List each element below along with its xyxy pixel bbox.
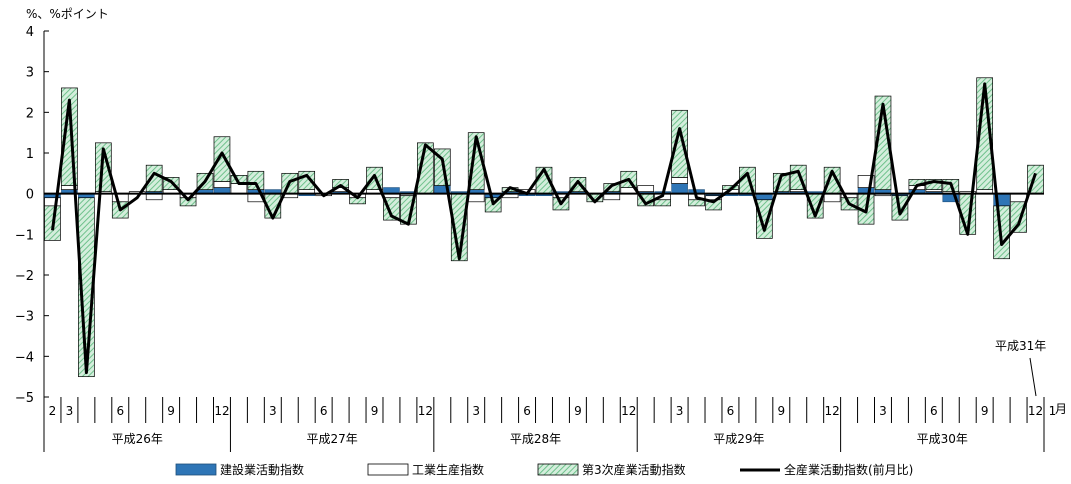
x-month-label: 3: [472, 404, 480, 418]
x-month-label: 6: [320, 404, 328, 418]
bar-tertiary: [332, 179, 349, 188]
x-month-label: 12: [824, 404, 839, 418]
x-month-label: 1: [1049, 404, 1057, 418]
x-year-label: 平成30年: [917, 432, 968, 446]
x-year-label: 平成28年: [510, 432, 561, 446]
x-month-label: 3: [66, 404, 74, 418]
x-month-label: 12: [621, 404, 636, 418]
bar-tertiary: [247, 170, 265, 190]
bar-tertiary: [756, 199, 773, 239]
bar-tertiary: [654, 199, 671, 207]
bar-industrial: [823, 193, 841, 203]
bar-tertiary: [213, 136, 231, 182]
bar-industrial: [230, 183, 248, 195]
bar-tertiary: [688, 199, 705, 207]
legend-label: 建設業活動指数: [220, 462, 304, 477]
bar-tertiary: [705, 199, 722, 211]
total-index-line: [51, 82, 1037, 375]
bar-tertiary: [671, 109, 688, 178]
bar-tertiary: [976, 77, 994, 190]
legend: 建設業活動指数 工業生産指数 第3次産業活動指数 全産業活動指数(前月比): [175, 462, 913, 477]
bar-industrial: [467, 193, 485, 203]
x-month-label: 6: [523, 404, 531, 418]
x-month-label: 6: [116, 404, 124, 418]
y-tick-label: 1: [26, 147, 34, 162]
y-axis: 4 3 2 1 0 −1 −2 −3 −4 −5: [15, 25, 49, 406]
bars: [44, 77, 1044, 378]
x-month-label: 9: [371, 404, 379, 418]
legend-swatch-outline: [367, 463, 409, 476]
x-month-label: 2: [49, 404, 57, 418]
y-tick-label: −3: [15, 310, 34, 325]
annotation-leader-line: [1029, 357, 1037, 397]
y-tick-label: 4: [26, 25, 34, 40]
legend-swatch-solid: [175, 463, 217, 476]
y-tick-label: −2: [15, 269, 34, 284]
x-month-label: 6: [727, 404, 735, 418]
x-month-label: 9: [777, 404, 785, 418]
bar-construction: [671, 183, 688, 194]
x-year-label: 平成29年: [713, 432, 764, 446]
x-month-label: 3: [269, 404, 277, 418]
total-line: [51, 82, 1037, 375]
y-tick-label: 2: [26, 106, 34, 121]
y-tick-label: −1: [15, 228, 34, 243]
x-month-label: 9: [981, 404, 989, 418]
y-tick-label: 0: [26, 188, 34, 203]
bar-industrial: [1010, 193, 1027, 203]
annotation-heisei31: 平成31年: [995, 339, 1046, 353]
bar-industrial: [213, 181, 231, 188]
y-tick-label: 3: [26, 66, 34, 81]
bar-tertiary: [145, 164, 163, 192]
y-tick-label: −4: [15, 350, 34, 365]
x-month-label: 12: [418, 404, 433, 418]
legend-label: 工業生産指数: [412, 462, 484, 477]
x-month-label: 9: [167, 404, 175, 418]
y-unit-label: %、%ポイント: [26, 7, 109, 21]
bar-tertiary: [874, 95, 892, 190]
x-month-label: 12: [1028, 404, 1043, 418]
bar-industrial: [637, 185, 655, 192]
legend-label: 全産業活動指数(前月比): [784, 462, 913, 477]
x-unit-label: 月: [1055, 402, 1067, 416]
x-month-label: 12: [214, 404, 229, 418]
x-month-label: 9: [574, 404, 582, 418]
y-tick-label: −5: [15, 391, 34, 406]
x-month-label: 6: [930, 404, 938, 418]
legend-label: 第3次産業活動指数: [582, 462, 686, 477]
bar-industrial: [671, 177, 688, 184]
x-year-label: 平成27年: [306, 432, 357, 446]
x-month-label: 3: [879, 404, 887, 418]
x-year-label: 平成26年: [112, 432, 163, 446]
x-month-label: 3: [676, 404, 684, 418]
legend-swatch-hatch: [537, 463, 579, 476]
